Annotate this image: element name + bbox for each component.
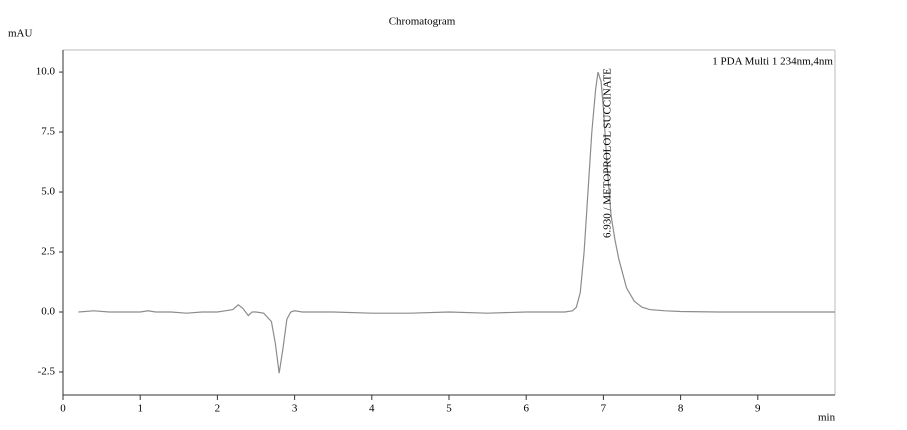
x-tick-label: 3 xyxy=(292,403,298,415)
x-tick-label: 4 xyxy=(369,403,375,415)
x-tick-label: 7 xyxy=(601,403,607,415)
x-tick-label: 6 xyxy=(523,403,529,415)
x-tick-label: 5 xyxy=(446,403,452,415)
chromatogram-line xyxy=(78,71,835,374)
y-tick-label: 5.0 xyxy=(41,186,55,198)
y-tick-label: 7.5 xyxy=(41,126,55,138)
y-tick-label: 2.5 xyxy=(41,246,55,258)
x-tick-label: 1 xyxy=(137,403,143,415)
legend: 1 PDA Multi 1 234nm,4nm xyxy=(712,56,833,68)
peak-annotation: 6.930 / METOPROLOL SUCCINATE xyxy=(602,68,614,238)
chart-title: Chromatogram xyxy=(389,16,456,28)
x-axis-label: min xyxy=(818,412,836,424)
x-tick-label: 8 xyxy=(678,403,684,415)
x-tick-label: 2 xyxy=(215,403,221,415)
y-tick-label: 10.0 xyxy=(36,66,56,78)
y-tick-label: -2.5 xyxy=(38,365,56,377)
y-tick-label: 0.0 xyxy=(41,306,55,318)
y-axis-label: mAU xyxy=(8,28,33,40)
x-tick-label: 0 xyxy=(60,403,66,415)
x-tick-label: 9 xyxy=(755,403,761,415)
